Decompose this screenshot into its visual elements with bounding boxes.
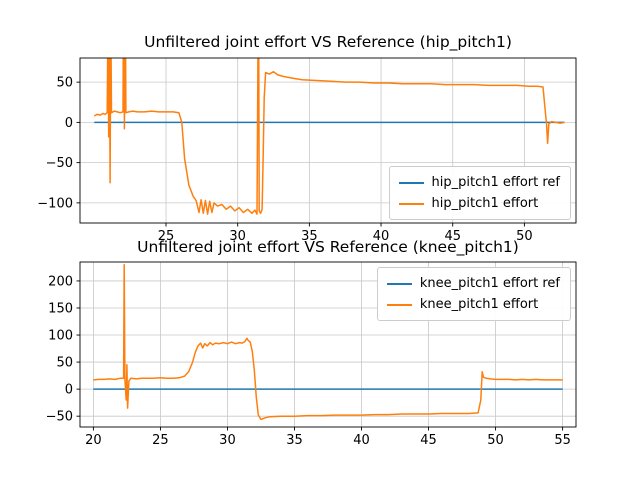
x-tick-label: 45 — [420, 433, 437, 448]
x-tick-label: 50 — [516, 229, 533, 244]
line-swatch-ref-icon — [386, 282, 412, 285]
x-tick-label: 40 — [373, 229, 390, 244]
legend-label: hip_pitch1 effort ref — [431, 175, 560, 190]
x-tick-label: 45 — [444, 229, 461, 244]
legend-entry: hip_pitch1 effort — [398, 193, 560, 214]
x-tick-label: 30 — [219, 433, 236, 448]
axes-frame — [79, 261, 577, 428]
y-tick-label: 0 — [65, 116, 73, 131]
y-tick-label: 150 — [48, 301, 73, 316]
x-tick-label: 25 — [152, 433, 169, 448]
x-tick-label: 30 — [229, 229, 246, 244]
x-tick-label: 55 — [554, 433, 571, 448]
x-tick-label: 35 — [301, 229, 318, 244]
x-tick-label: 40 — [353, 433, 370, 448]
legend-label: hip_pitch1 effort — [431, 196, 539, 211]
legend-label: knee_pitch1 effort — [419, 297, 539, 312]
line-swatch-effort-icon — [398, 202, 424, 205]
x-tick-label: 25 — [158, 229, 175, 244]
x-tick-label: 35 — [286, 433, 303, 448]
legend-label: knee_pitch1 effort ref — [419, 276, 560, 291]
line-swatch-ref-icon — [398, 181, 424, 184]
y-tick-label: −100 — [37, 196, 73, 211]
y-tick-label: −50 — [46, 156, 73, 171]
x-tick-label: 20 — [85, 433, 102, 448]
legend-hip-pitch1: hip_pitch1 effort ref hip_pitch1 effort — [388, 166, 571, 220]
legend-knee-pitch1: knee_pitch1 effort ref knee_pitch1 effor… — [376, 267, 571, 321]
y-tick-label: 100 — [48, 329, 73, 344]
y-tick-label: −50 — [46, 410, 73, 425]
legend-entry: knee_pitch1 effort — [386, 294, 560, 315]
y-tick-label: 50 — [56, 356, 73, 371]
legend-entry: hip_pitch1 effort ref — [398, 172, 560, 193]
y-tick-label: 200 — [48, 274, 73, 289]
series-line-hip_pitch1-effort — [93, 58, 565, 215]
axes-frame — [79, 57, 577, 224]
y-tick-label: 0 — [65, 383, 73, 398]
chart-title-knee-pitch1: Unfiltered joint effort VS Reference (kn… — [137, 238, 519, 256]
x-tick-label: 50 — [487, 433, 504, 448]
line-swatch-effort-icon — [386, 303, 412, 306]
y-tick-label: 50 — [56, 76, 73, 91]
legend-entry: knee_pitch1 effort ref — [386, 273, 560, 294]
chart-title-hip-pitch1: Unfiltered joint effort VS Reference (hi… — [144, 33, 512, 51]
series-line-knee_pitch1-effort — [93, 263, 563, 421]
